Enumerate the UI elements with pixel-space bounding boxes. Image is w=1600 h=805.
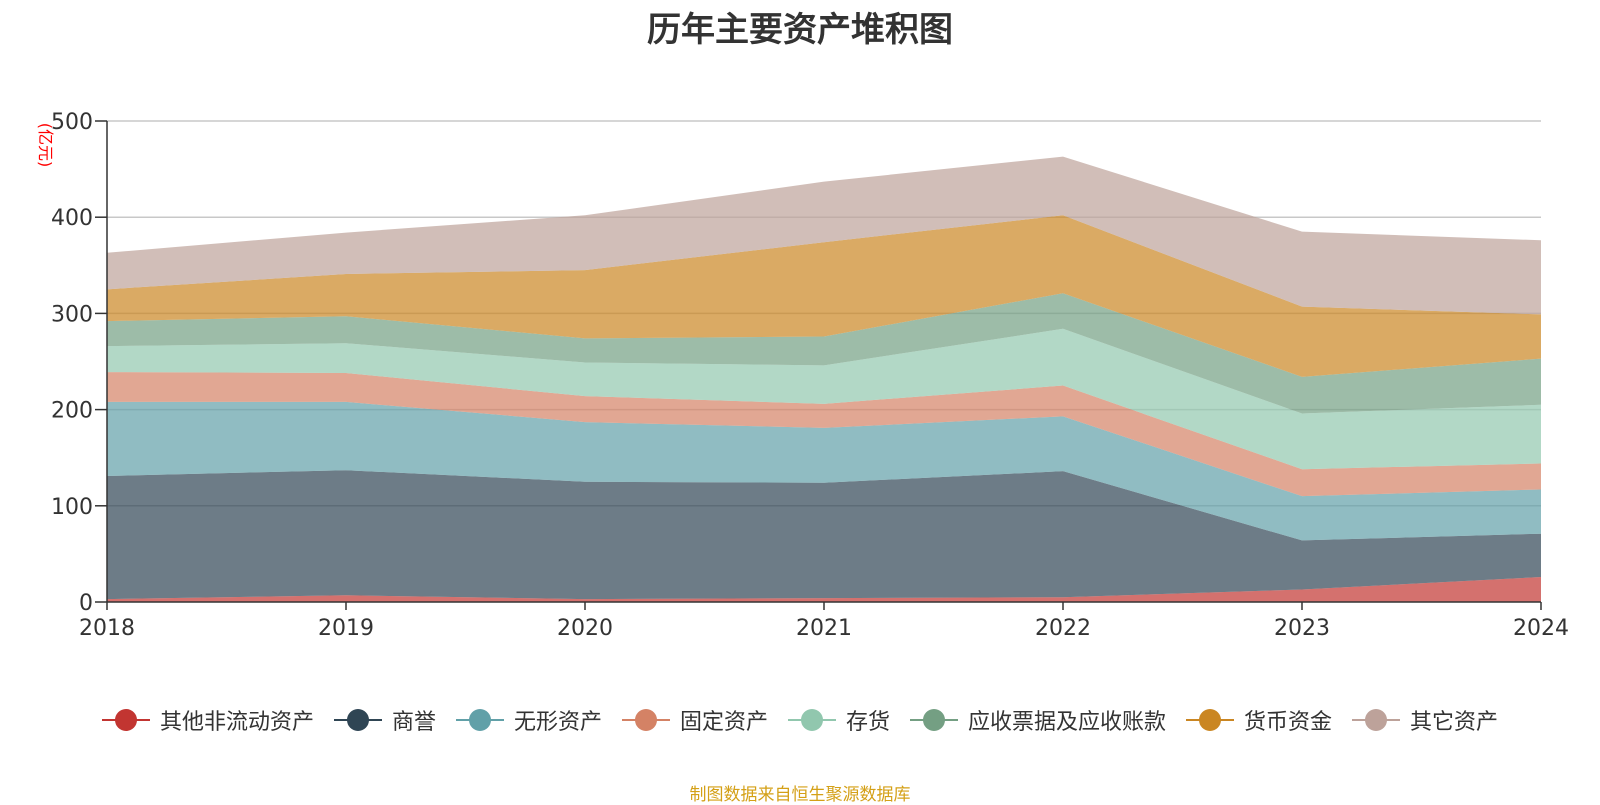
area-series-1 bbox=[107, 470, 1541, 600]
legend-item-1[interactable]: 商誉 bbox=[333, 704, 436, 736]
source-note: 制图数据来自恒生聚源数据库 bbox=[689, 785, 911, 805]
legend-marker-icon bbox=[1186, 708, 1235, 732]
chart-title: 历年主要资产堆积图 bbox=[647, 10, 953, 50]
legend-item-7[interactable]: 其它资产 bbox=[1352, 704, 1498, 736]
legend-marker-icon bbox=[1352, 708, 1401, 732]
legend-label: 商誉 bbox=[391, 710, 436, 735]
legend-label: 其他非流动资产 bbox=[159, 710, 314, 735]
x-tick-label-2019: 2019 bbox=[318, 616, 374, 641]
area-series-7 bbox=[107, 156, 1541, 315]
area-series-5 bbox=[107, 293, 1541, 414]
legend: 其他非流动资产 商誉 无形资产 固定资产 存货 应收票据及应收账款 货币资金 其它资产 bbox=[0, 700, 1600, 740]
legend-label: 固定资产 bbox=[679, 710, 768, 735]
area-series bbox=[107, 156, 1541, 602]
stacked-area-chart: 0 100 200 300 400 500 2018 2019 2020 2021 2022 2023… bbox=[36, 110, 1569, 641]
y-tick-label-200: 200 bbox=[51, 399, 93, 424]
y-tick-label-100: 100 bbox=[51, 495, 93, 520]
x-tick-label-2022: 2022 bbox=[1035, 616, 1091, 641]
area-series-6 bbox=[107, 215, 1541, 377]
axes: 0 100 200 300 400 500 2018 2019 2020 2021 2022 2023… bbox=[51, 110, 1569, 641]
legend-item-3[interactable]: 固定资产 bbox=[621, 704, 768, 736]
x-tick-label-2024: 2024 bbox=[1513, 616, 1569, 641]
legend-item-5[interactable]: 应收票据及应收账款 bbox=[910, 704, 1166, 736]
legend-label: 存货 bbox=[846, 710, 891, 735]
area-series-3 bbox=[107, 372, 1541, 497]
legend-label: 无形资产 bbox=[513, 710, 602, 735]
legend-marker-icon bbox=[101, 708, 150, 732]
legend-label: 应收票据及应收账款 bbox=[968, 710, 1167, 735]
legend-marker-icon bbox=[455, 708, 504, 732]
y-tick-label-300: 300 bbox=[51, 302, 93, 327]
x-tick-label-2018: 2018 bbox=[79, 616, 135, 641]
legend-label: 其它资产 bbox=[1410, 710, 1499, 735]
area-series-0 bbox=[107, 576, 1541, 602]
y-axis-unit-label: (亿元) bbox=[36, 123, 55, 168]
legend-marker-icon bbox=[333, 708, 382, 732]
x-tick-label-2023: 2023 bbox=[1274, 616, 1330, 641]
legend-marker-icon bbox=[788, 708, 836, 732]
area-series-2 bbox=[107, 401, 1541, 541]
y-tick-label-0: 0 bbox=[79, 591, 93, 616]
x-tick-label-2020: 2020 bbox=[557, 616, 613, 641]
y-tick-label-400: 400 bbox=[51, 206, 93, 231]
legend-item-4[interactable]: 存货 bbox=[788, 704, 890, 736]
legend-item-2[interactable]: 无形资产 bbox=[455, 704, 602, 736]
legend-item-0[interactable]: 其他非流动资产 bbox=[101, 704, 314, 736]
legend-item-6[interactable]: 货币资金 bbox=[1186, 704, 1332, 736]
legend-marker-icon bbox=[910, 708, 959, 732]
legend-marker-icon bbox=[621, 708, 670, 732]
y-tick-label-500: 500 bbox=[51, 110, 93, 135]
x-tick-label-2021: 2021 bbox=[796, 616, 852, 641]
legend-label: 货币资金 bbox=[1244, 710, 1333, 735]
area-series-4 bbox=[107, 328, 1541, 470]
